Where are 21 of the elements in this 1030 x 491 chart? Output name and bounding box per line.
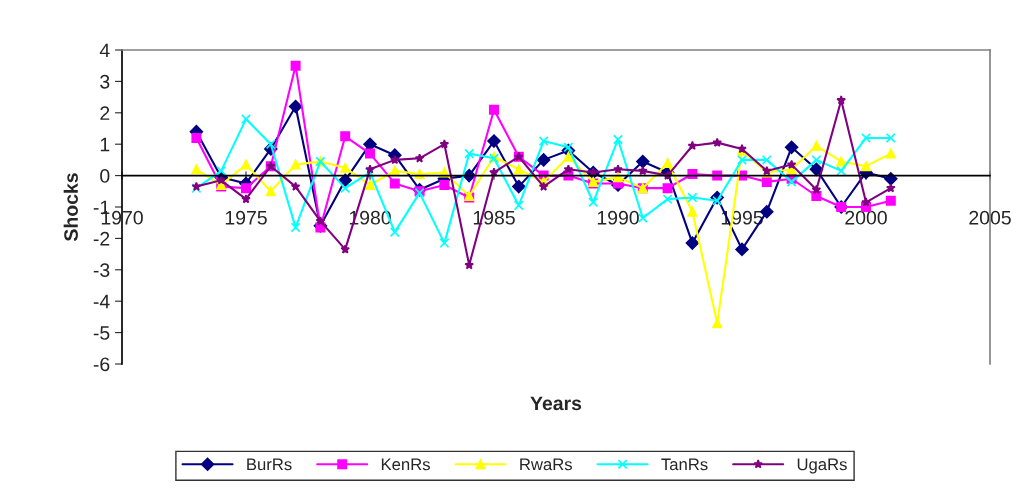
y-tick-label: 1 — [100, 137, 110, 152]
x-tick-label: 1975 — [225, 210, 267, 225]
y-tick-label: -2 — [93, 231, 110, 246]
y-tick-label: 4 — [99, 43, 110, 58]
y-tick-label: -4 — [93, 294, 110, 309]
x-tick-label: 2005 — [969, 210, 1011, 225]
y-tick-label: -6 — [93, 357, 110, 372]
y-tick-label: 0 — [100, 169, 110, 183]
x-tick-label: 1990 — [597, 210, 639, 225]
y-tick-label: 3 — [100, 74, 110, 89]
y-axis-title: Shocks — [63, 173, 78, 242]
legend-label: KenRs — [381, 458, 430, 471]
y-tick-label: -3 — [93, 263, 110, 278]
y-tick-label: -5 — [93, 326, 110, 340]
legend-label: TanRs — [661, 458, 708, 471]
x-tick-label: 2000 — [845, 210, 887, 225]
x-axis-title: Years — [530, 396, 582, 411]
legend-label: BurRs — [247, 458, 292, 471]
legend-label: RwaRs — [520, 458, 572, 471]
legend-label: UgaRs — [797, 458, 847, 474]
y-tick-label: 2 — [100, 106, 110, 120]
